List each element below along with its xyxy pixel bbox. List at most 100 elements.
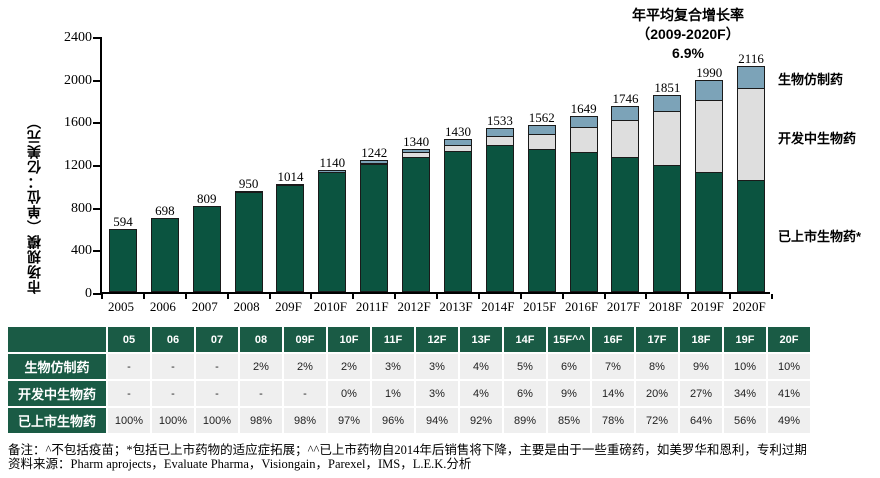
bar-2018F (653, 94, 682, 292)
table-row: 已上市生物药 100% 100% 100% 98% 98% 97% 96% 94% 92% 89% 8… (8, 408, 810, 433)
table-cell: 100% (108, 408, 150, 433)
table-cell: 6% (548, 354, 590, 379)
bar-value-label: 1430 (444, 124, 471, 140)
x-axis-label: 2010F (313, 299, 347, 314)
bar-segment-biosimilar (695, 79, 724, 101)
table-cell: 85% (548, 408, 590, 433)
table-cell: 3% (372, 354, 414, 379)
plot-area: 0 400 800 1200 1600 2000 2400 594 698 809 950 1014 1… (64, 30, 773, 301)
table-cell: 2% (328, 354, 370, 379)
table-cell: 56% (724, 408, 766, 433)
bar-value-label: 1533 (486, 113, 513, 129)
x-axis-tick (268, 294, 271, 299)
bar-segment-marketed (695, 173, 724, 292)
x-axis-tick (310, 294, 313, 299)
bar-segment-biosimilar (318, 170, 347, 173)
bar-2020F (737, 66, 766, 292)
y-axis-tick-label: 1200 (64, 158, 92, 173)
x-axis-tick (771, 294, 773, 299)
bar-2005 (108, 228, 137, 292)
y-axis-tick-label: 1600 (64, 115, 92, 131)
x-axis-label: 2019F (690, 299, 724, 314)
y-axis-tick (93, 122, 102, 125)
table-cell: 100% (152, 408, 194, 433)
x-axis-tick (394, 294, 397, 299)
table-cell: 14% (592, 381, 634, 406)
table-header-row: 05 06 07 08 09F 10F 11F 12F 13F 14F 15F^^ 16F 17F 18F… (8, 327, 810, 352)
bar-value-label: 594 (113, 213, 133, 229)
legend-label-biosimilar: 生物仿制药 (778, 72, 844, 87)
bar-segment-biosimilar (276, 183, 305, 186)
table-cell: - (284, 381, 326, 406)
table-cell: - (108, 381, 150, 406)
bar-segment-in-development (485, 136, 514, 147)
bar-2013F (443, 139, 472, 292)
bar-2010F (318, 170, 347, 292)
bar-segment-marketed (653, 165, 682, 292)
x-axis-label: 2013F (439, 299, 473, 314)
table-cell: 27% (680, 381, 722, 406)
x-axis-label: 2008 (233, 299, 260, 314)
y-axis-tick (93, 250, 102, 253)
share-table: 05 06 07 08 09F 10F 11F 12F 13F 14F 15F^^ 16F 17F 18F… (6, 325, 812, 435)
table-row-label: 生物仿制药 (8, 354, 106, 379)
table-cell: - (152, 354, 194, 379)
y-axis-tick-label: 2000 (64, 72, 92, 88)
bar-segment-in-development (611, 120, 640, 158)
x-axis-tick (436, 294, 438, 299)
bar-segment-biosimilar (234, 190, 263, 193)
table-column-header: 08 (240, 327, 282, 352)
x-axis-label: 2014F (481, 299, 515, 314)
table-column-header: 14F (504, 327, 546, 352)
table-column-header: 05 (108, 327, 150, 352)
bar-value-label: 1562 (528, 110, 555, 126)
bar-value-label: 1242 (361, 144, 388, 160)
table-cell: 78% (592, 408, 634, 433)
table-cell: 89% (504, 408, 546, 433)
table-cell: 2% (240, 354, 282, 379)
x-axis-label: 2007 (191, 299, 218, 314)
x-axis-tick (184, 294, 187, 299)
table-cell: 2% (284, 354, 326, 379)
table-cell: 6% (504, 381, 546, 406)
bar-2016F (569, 116, 598, 292)
bar-segment-marketed (276, 186, 305, 292)
y-axis-tick-label: 0 (85, 286, 92, 301)
table-cell: 34% (724, 381, 766, 406)
bar-segment-biosimilar (569, 116, 598, 129)
bar-2014F (485, 128, 514, 292)
x-axis-tick (352, 294, 355, 299)
table-cell: - (108, 354, 150, 379)
bar-segment-in-development (653, 112, 682, 166)
table-cell: 72% (636, 408, 678, 433)
table-cell: 94% (416, 408, 458, 433)
bar-segment-biosimilar (443, 139, 472, 146)
bar-value-label: 1340 (403, 134, 430, 150)
table-column-header: 17F (636, 327, 678, 352)
x-axis-label: 2011F (355, 299, 389, 314)
table-cell: 96% (372, 408, 414, 433)
bar-value-label: 698 (155, 202, 175, 218)
bar-segment-biosimilar (737, 66, 766, 89)
bar-segment-marketed (318, 172, 347, 292)
x-axis-tick (729, 294, 732, 299)
bar-value-label: 1990 (696, 64, 723, 80)
bar-segment-in-development (443, 145, 472, 152)
table-cell: 1% (372, 381, 414, 406)
x-axis-label: 209F (275, 299, 302, 314)
bar-segment-biosimilar (527, 125, 556, 136)
bar-2019F (695, 79, 724, 292)
table-cell: 64% (680, 408, 722, 433)
bar-segment-in-development (695, 100, 724, 174)
bar-2012F (402, 149, 431, 292)
table-cell: 8% (636, 354, 678, 379)
bar-2017F (611, 105, 640, 292)
y-axis-tick-label: 400 (71, 243, 92, 259)
bar-segment-marketed (234, 192, 263, 292)
table-cell: 97% (328, 408, 370, 433)
bar-2011F (360, 159, 389, 292)
x-axis-label: 2016F (564, 299, 599, 314)
x-axis-label: 2015F (523, 299, 557, 314)
table-column-header: 09F (284, 327, 326, 352)
